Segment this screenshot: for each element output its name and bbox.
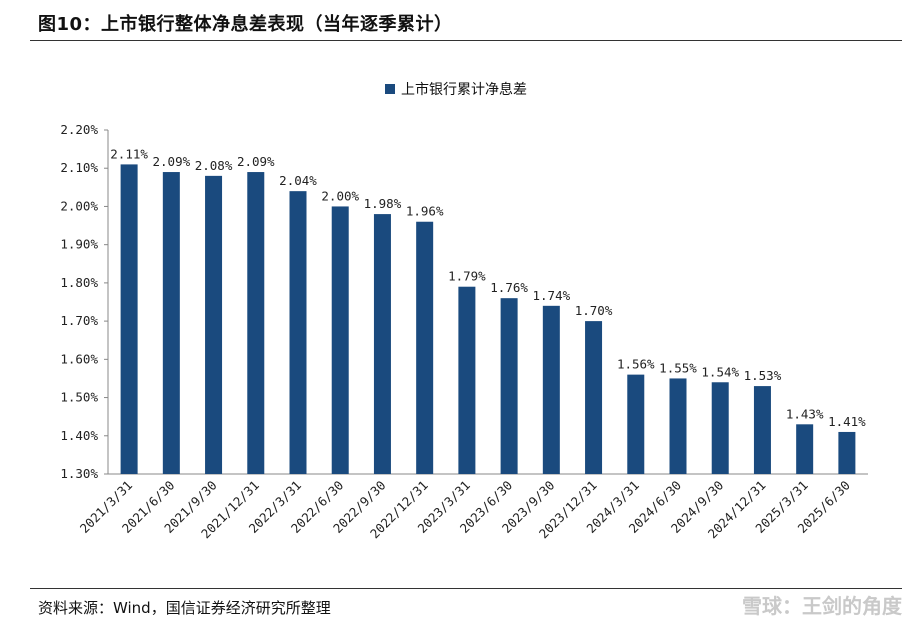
bar [373, 214, 391, 475]
data-label: 2.11% [110, 146, 148, 161]
bar-chart: 上市银行累计净息差 1.30% 1.40% 1.50% 1.60% 1.70% 1.80%… [60, 81, 868, 542]
data-label: 1.56% [617, 357, 655, 372]
data-label: 2.09% [237, 154, 275, 169]
legend-label: 上市银行累计净息差 [401, 81, 527, 98]
data-label: 2.09% [153, 154, 191, 169]
bar [796, 424, 814, 474]
data-label: 2.04% [279, 173, 317, 188]
y-tick-label: 2.00% [60, 198, 98, 213]
data-labels: 2.11% 2.09% 2.08% 2.09% 2.04% 2.00% 1.98% 1.96%… [110, 146, 866, 429]
y-tick-label: 2.20% [60, 122, 98, 137]
data-label: 1.76% [490, 280, 528, 295]
y-tick-label: 1.30% [60, 466, 98, 481]
data-label: 2.08% [195, 158, 233, 173]
y-tick-label: 1.90% [60, 237, 98, 252]
legend: 上市银行累计净息差 [385, 81, 527, 98]
bottom-rule [30, 588, 902, 589]
bar [289, 191, 307, 474]
data-label: 1.74% [533, 288, 571, 303]
data-label: 1.53% [744, 368, 782, 383]
bar [162, 172, 180, 475]
bar [542, 305, 560, 474]
bar [247, 172, 265, 475]
bar [627, 374, 645, 474]
bar [500, 298, 518, 474]
x-axis-labels: 2021/3/312021/6/302021/9/302021/12/31202… [77, 478, 853, 542]
data-label: 1.70% [575, 303, 613, 318]
axes [107, 130, 868, 475]
bar [331, 206, 349, 474]
bar [753, 386, 771, 474]
y-tick-label: 1.50% [60, 390, 98, 405]
data-label: 1.43% [786, 406, 824, 421]
y-tick-label: 1.60% [60, 351, 98, 366]
watermark: 雪球：王剑的角度 [742, 594, 902, 618]
data-label: 2.00% [321, 188, 359, 203]
data-label: 1.41% [828, 414, 866, 429]
data-label: 1.54% [701, 364, 739, 379]
bar [458, 286, 476, 474]
data-label: 1.98% [364, 196, 402, 211]
y-tick-label: 1.80% [60, 275, 98, 290]
y-tick-label: 2.10% [60, 160, 98, 175]
bar [711, 382, 729, 474]
y-tick-label: 1.40% [60, 428, 98, 443]
figure-title: 图10：上市银行整体净息差表现（当年逐季累计） [38, 14, 453, 35]
legend-swatch [385, 84, 395, 94]
bar [416, 221, 434, 474]
data-label: 1.79% [448, 269, 486, 284]
bar [585, 321, 603, 474]
top-rule [30, 40, 902, 41]
bar [669, 378, 687, 474]
data-label: 1.55% [659, 360, 697, 375]
bar [205, 175, 223, 474]
data-label: 1.96% [406, 204, 444, 219]
y-tick-label: 1.70% [60, 313, 98, 328]
y-axis-ticks: 1.30% 1.40% 1.50% 1.60% 1.70% 1.80% 1.90% 2.00%… [60, 122, 108, 481]
source-note: 资料来源：Wind，国信证券经济研究所整理 [38, 599, 331, 617]
bar [120, 164, 138, 474]
bar [838, 431, 856, 474]
bars [120, 164, 856, 475]
